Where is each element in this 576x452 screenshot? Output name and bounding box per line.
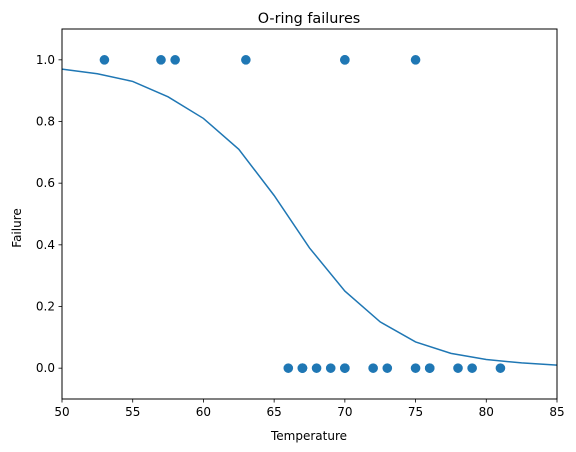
data-point (424, 363, 435, 373)
x-tick-label: 80 (479, 405, 494, 419)
y-tick-label: 0.8 (36, 115, 55, 129)
data-point (170, 55, 180, 65)
data-point (382, 363, 393, 373)
x-tick-label: 55 (125, 405, 140, 419)
data-point (156, 55, 166, 65)
x-axis-label: Temperature (270, 429, 347, 443)
y-tick-label: 0.6 (36, 176, 55, 190)
data-point (283, 363, 294, 373)
data-point (99, 55, 110, 65)
data-point (297, 363, 308, 373)
data-point (340, 363, 350, 373)
data-point (340, 55, 350, 65)
data-point (410, 55, 421, 65)
x-tick-label: 50 (54, 405, 69, 419)
plot-area (61, 55, 558, 373)
data-point (495, 363, 506, 373)
axes-frame (61, 28, 558, 400)
data-point (453, 363, 463, 373)
y-axis-label: Failure (10, 208, 24, 247)
x-tick-label: 70 (337, 405, 352, 419)
y-tick-label: 1.0 (36, 53, 55, 67)
x-tick-label: 85 (549, 405, 564, 419)
data-point (241, 55, 251, 65)
fit-curve (61, 68, 558, 366)
y-tick-label: 0.0 (36, 361, 55, 375)
chart-title: O-ring failures (258, 11, 361, 27)
x-tick-label: 65 (267, 405, 282, 419)
axis-ticks: 50 55 60 65 70 75 80 85 0.0 0.2 0.4 0.6 0.8 1.0 (36, 53, 565, 419)
x-tick-label: 75 (408, 405, 423, 419)
data-point (311, 363, 322, 373)
data-point (368, 363, 378, 373)
x-tick-label: 60 (196, 405, 211, 419)
y-tick-label: 0.2 (36, 300, 55, 314)
data-point (467, 363, 477, 373)
y-tick-label: 0.4 (36, 238, 55, 252)
data-point (325, 363, 336, 373)
data-point (410, 363, 421, 373)
